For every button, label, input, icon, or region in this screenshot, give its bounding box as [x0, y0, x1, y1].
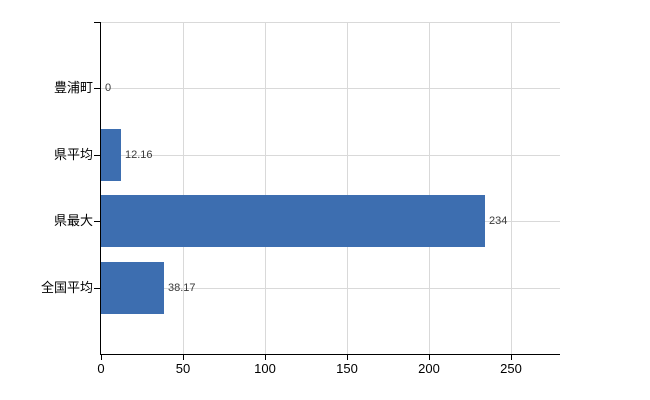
x-axis-tick — [347, 355, 348, 360]
value-label: 38.17 — [168, 282, 196, 294]
y-axis-tick — [94, 22, 100, 23]
y-axis-tick — [94, 155, 100, 156]
x-axis-tick — [429, 355, 430, 360]
x-tick-label: 250 — [500, 361, 522, 376]
vertical-gridline — [265, 22, 266, 354]
value-label: 234 — [489, 215, 508, 227]
plot-top-border — [101, 22, 560, 23]
bar — [101, 195, 485, 247]
plot-area: 0 12.16 234 38.17 — [101, 22, 560, 354]
category-label: 豊浦町 — [53, 80, 93, 95]
x-tick-label: 50 — [175, 361, 191, 376]
category-label: 県最大 — [53, 213, 93, 228]
value-label: 12.16 — [125, 149, 153, 161]
x-axis-tick — [183, 355, 184, 360]
y-axis-tick — [94, 221, 100, 222]
vertical-gridline — [429, 22, 430, 354]
y-axis-tick — [94, 288, 100, 289]
x-tick-label: 0 — [97, 361, 105, 376]
y-axis-tick — [94, 88, 100, 89]
horizontal-gridline — [101, 88, 560, 89]
vertical-gridline — [183, 22, 184, 354]
category-label: 県平均 — [53, 147, 93, 162]
y-axis-line — [100, 22, 101, 355]
horizontal-gridline — [101, 155, 560, 156]
x-tick-label: 100 — [254, 361, 276, 376]
category-label: 全国平均 — [40, 280, 93, 295]
x-axis-tick — [265, 355, 266, 360]
x-axis-tick — [101, 355, 102, 360]
x-tick-label: 150 — [336, 361, 358, 376]
x-axis-line — [100, 354, 560, 355]
x-axis-tick — [511, 355, 512, 360]
horizontal-gridline — [101, 288, 560, 289]
bar — [101, 129, 121, 181]
value-label: 0 — [105, 82, 112, 94]
vertical-gridline — [347, 22, 348, 354]
bar — [101, 262, 164, 314]
vertical-gridline — [511, 22, 512, 354]
x-tick-label: 200 — [418, 361, 440, 376]
